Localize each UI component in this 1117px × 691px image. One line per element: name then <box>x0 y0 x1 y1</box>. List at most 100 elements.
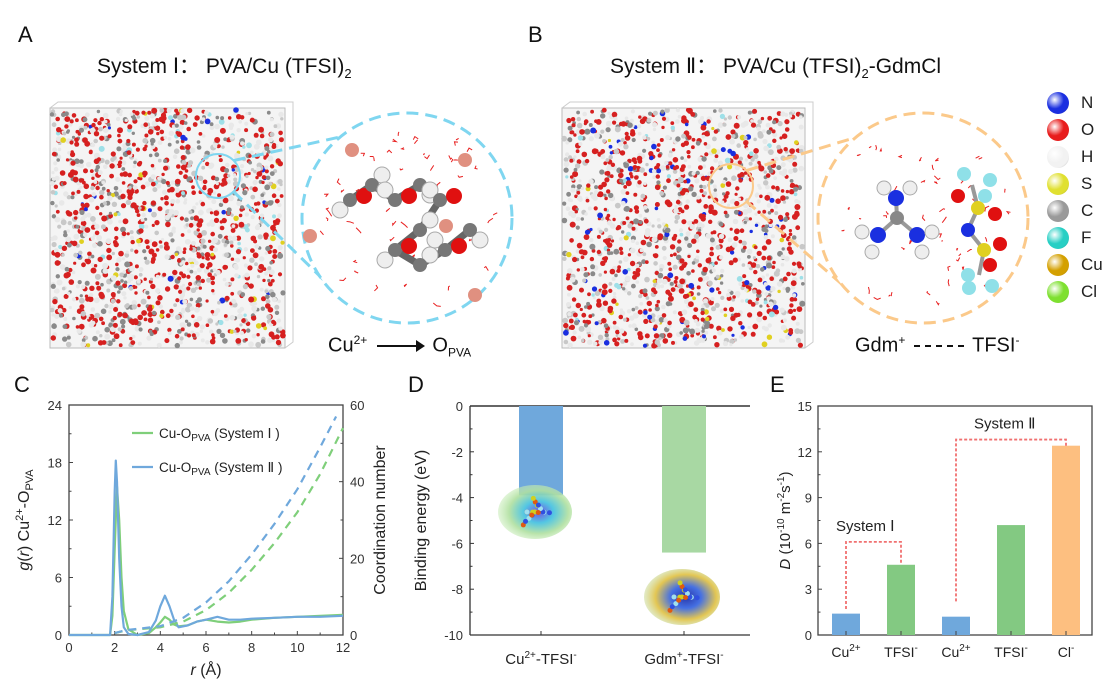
atom <box>66 130 70 134</box>
atom <box>256 171 263 177</box>
atom-sphere-icon <box>1047 172 1069 195</box>
atom <box>138 206 142 210</box>
atom <box>563 339 569 345</box>
atom <box>601 317 607 324</box>
atom <box>640 193 646 199</box>
water-molecule <box>422 152 425 156</box>
atom <box>261 180 265 185</box>
atom <box>210 231 215 237</box>
atom <box>764 224 769 229</box>
atom <box>59 264 66 270</box>
atom <box>644 260 649 264</box>
tfsi-fluorine <box>978 189 992 203</box>
atom <box>738 239 743 244</box>
atom <box>144 133 149 138</box>
atom <box>754 212 758 216</box>
atom <box>791 235 797 240</box>
atom <box>246 142 252 149</box>
atom <box>141 310 148 316</box>
atom <box>685 293 690 299</box>
atom <box>204 252 211 258</box>
atom <box>581 338 585 343</box>
atom <box>170 254 175 260</box>
atom <box>606 189 611 194</box>
atom <box>757 277 763 283</box>
atom <box>150 200 156 206</box>
arrow-right-icon <box>376 340 425 353</box>
water-molecule <box>369 155 374 158</box>
atom <box>709 237 715 243</box>
atom-sphere-icon <box>1047 145 1069 168</box>
atom <box>603 340 610 346</box>
atom <box>128 318 135 324</box>
atom <box>591 293 595 297</box>
atom <box>786 271 791 277</box>
atom <box>126 138 131 144</box>
atom <box>654 206 659 211</box>
atom <box>80 284 86 290</box>
atom <box>178 289 183 294</box>
atom <box>74 158 80 164</box>
atom <box>709 287 715 293</box>
atom <box>593 206 598 211</box>
atom <box>657 272 664 279</box>
atom <box>157 295 163 301</box>
atom <box>764 194 771 201</box>
annotation-label: System Ⅰ <box>836 518 895 535</box>
water-molecule <box>411 254 416 259</box>
annotation-label: System Ⅱ <box>974 416 1036 433</box>
atom <box>799 243 805 250</box>
atom <box>573 155 577 159</box>
atom <box>61 245 68 251</box>
esp-atom <box>523 518 529 524</box>
atom <box>225 162 230 168</box>
atom <box>680 209 685 214</box>
atom <box>687 135 692 140</box>
atom <box>698 277 703 282</box>
atom <box>639 167 645 173</box>
atom <box>219 332 226 339</box>
atom <box>584 128 591 135</box>
atom <box>237 308 243 314</box>
atom <box>691 238 697 244</box>
atom <box>191 190 196 195</box>
atom <box>675 108 681 113</box>
atom <box>654 319 661 325</box>
atom <box>788 308 794 314</box>
atom <box>698 118 704 125</box>
atom <box>756 289 762 295</box>
atom <box>603 161 608 166</box>
atom <box>239 323 243 327</box>
atom <box>233 107 239 113</box>
atom <box>84 280 90 286</box>
atom <box>612 217 616 222</box>
atom <box>197 297 202 303</box>
atom <box>108 310 112 314</box>
atom <box>753 137 757 142</box>
atom <box>617 265 621 269</box>
atom <box>657 153 662 158</box>
atom <box>115 116 121 122</box>
atom <box>177 276 182 281</box>
atom <box>77 280 82 285</box>
water-molecule <box>483 265 489 271</box>
atom <box>108 211 112 215</box>
atom <box>575 149 580 154</box>
y-tick-label: -10 <box>444 628 463 643</box>
atom <box>638 220 643 225</box>
atom <box>790 182 795 188</box>
atom <box>747 325 751 330</box>
atom <box>788 229 793 233</box>
atom <box>252 186 258 193</box>
atom <box>781 133 788 139</box>
atom <box>573 133 577 137</box>
atom <box>781 339 786 343</box>
atom <box>577 135 584 141</box>
atom <box>93 118 98 123</box>
atom <box>72 176 79 183</box>
atom <box>211 199 217 205</box>
atom <box>224 282 230 287</box>
atom <box>696 292 701 296</box>
atom <box>601 289 608 296</box>
carbon-atom <box>388 193 402 207</box>
